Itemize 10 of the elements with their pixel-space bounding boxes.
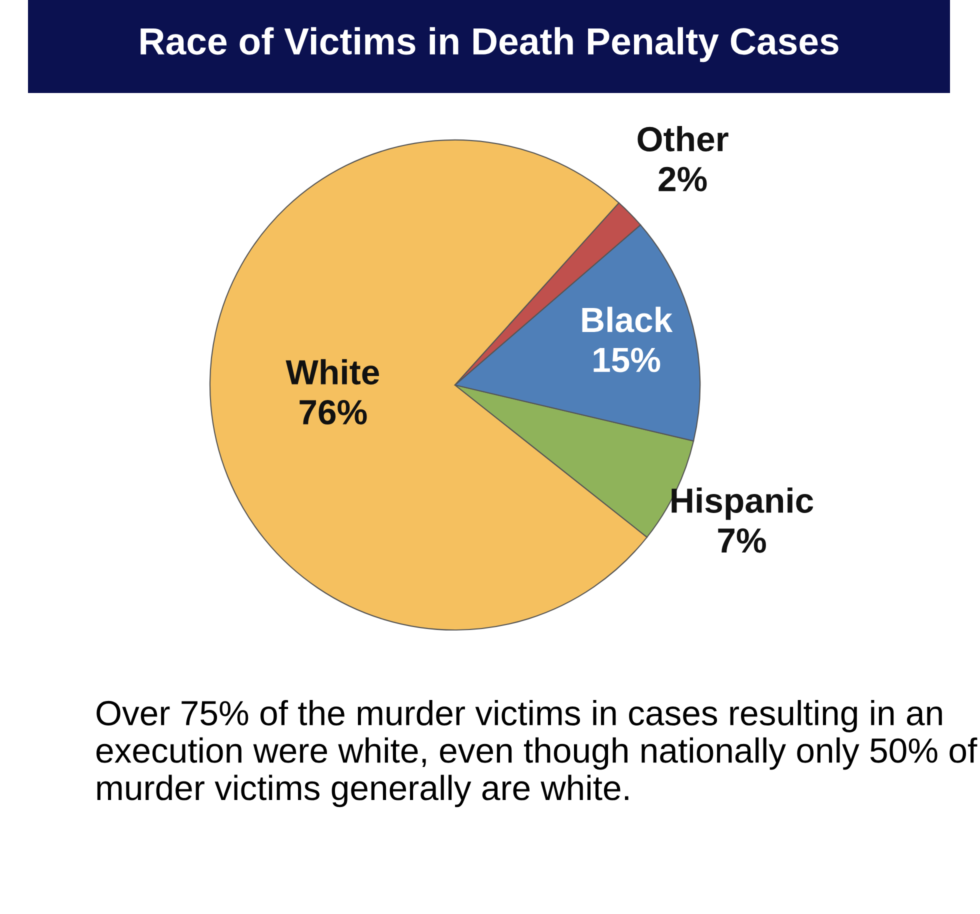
slice-label: Black: [582, 306, 673, 332]
data-label: 15%: [594, 348, 660, 372]
data-label: 7%: [718, 528, 766, 553]
slice-label: Other: [638, 126, 728, 152]
text: Over 75% of the murder victims in cases resulting in an execution were white, even though nationally only 50% of murder victims generally are white.: [96, 700, 978, 808]
data-label: 76%: [300, 400, 367, 425]
chart-title: Race of Victims in Death Penalty Cases: [140, 27, 838, 62]
slice-label: Hispanic: [672, 487, 814, 520]
slice-label: White: [286, 359, 379, 385]
data-label: 2%: [658, 166, 707, 192]
